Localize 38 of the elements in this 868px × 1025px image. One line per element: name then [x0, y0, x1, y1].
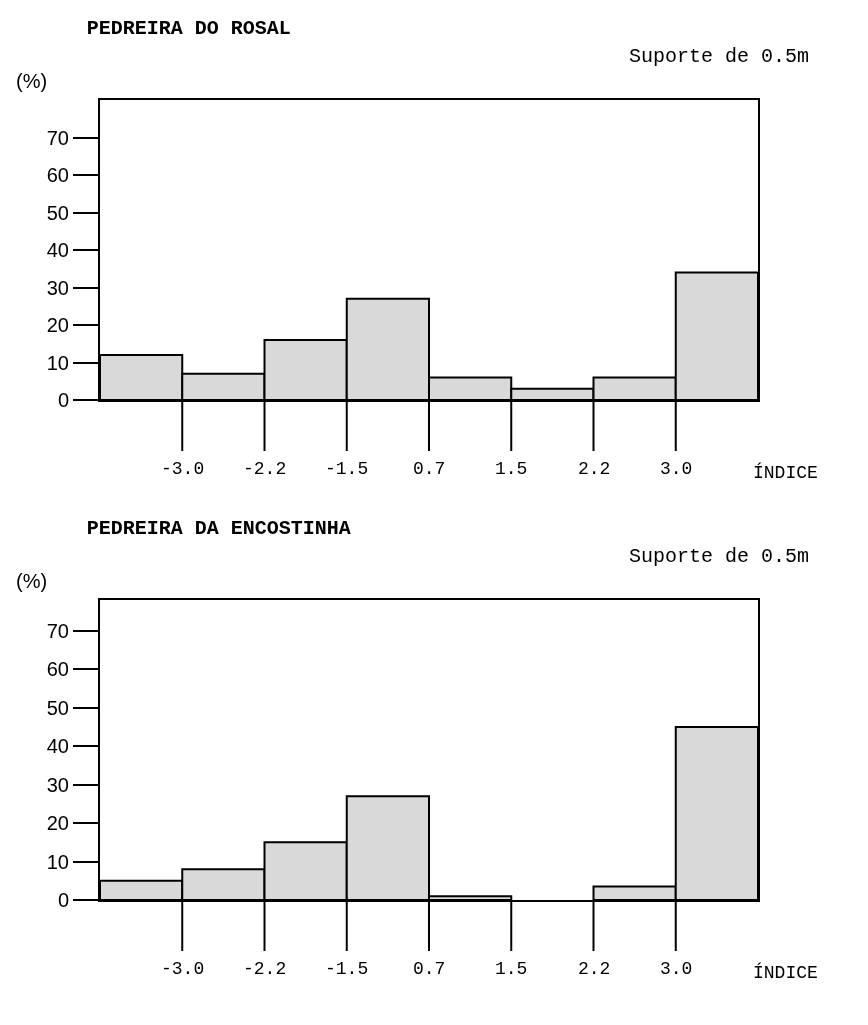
text: -3.0	[161, 459, 205, 479]
chart-subtitle: Suporte de 0.5m	[629, 545, 810, 568]
y-tick-label: 20	[46, 812, 69, 835]
text: 3.0	[660, 459, 693, 479]
text: 2.2	[578, 459, 611, 479]
text: -1.5	[325, 459, 369, 479]
x-axis-title: ÍNDICE	[753, 962, 818, 983]
y-tick-label: 30	[46, 276, 69, 299]
text: 1.5	[495, 459, 528, 479]
y-tick-label: 70	[46, 126, 69, 149]
text: 0.7	[413, 959, 446, 979]
text: -3.0	[161, 959, 205, 979]
y-tick-label: 70	[46, 619, 69, 642]
y-axis-title: (%)	[16, 570, 48, 592]
y-tick-label: 40	[46, 735, 69, 758]
text: 1.5	[495, 959, 528, 979]
y-tick-label: 30	[46, 773, 69, 796]
text: -2.2	[243, 459, 287, 479]
y-axis-title: (%)	[16, 70, 48, 92]
text: -1.5	[325, 959, 369, 979]
y-tick-label: 60	[46, 164, 69, 186]
y-tick-label: 40	[46, 239, 69, 261]
y-tick-label: 0	[57, 889, 69, 911]
y-tick-label: 50	[46, 201, 69, 224]
text: 2.2	[578, 959, 611, 979]
text: 0.7	[413, 459, 446, 479]
chart-title: PEDREIRA DA ENCOSTINHA	[86, 517, 351, 540]
y-tick-label: 20	[46, 314, 69, 336]
y-tick-label: 10	[46, 850, 69, 873]
y-tick-label: 60	[46, 658, 69, 681]
y-tick-label: 50	[46, 696, 69, 719]
text: -2.2	[243, 959, 287, 979]
x-axis-title: ÍNDICE	[753, 462, 818, 483]
y-tick-label: 10	[46, 351, 69, 374]
y-tick-label: 0	[57, 389, 69, 411]
text: 3.0	[660, 959, 693, 979]
chart-subtitle: Suporte de 0.5m	[629, 45, 810, 68]
chart-title: PEDREIRA DO ROSAL	[86, 17, 291, 40]
